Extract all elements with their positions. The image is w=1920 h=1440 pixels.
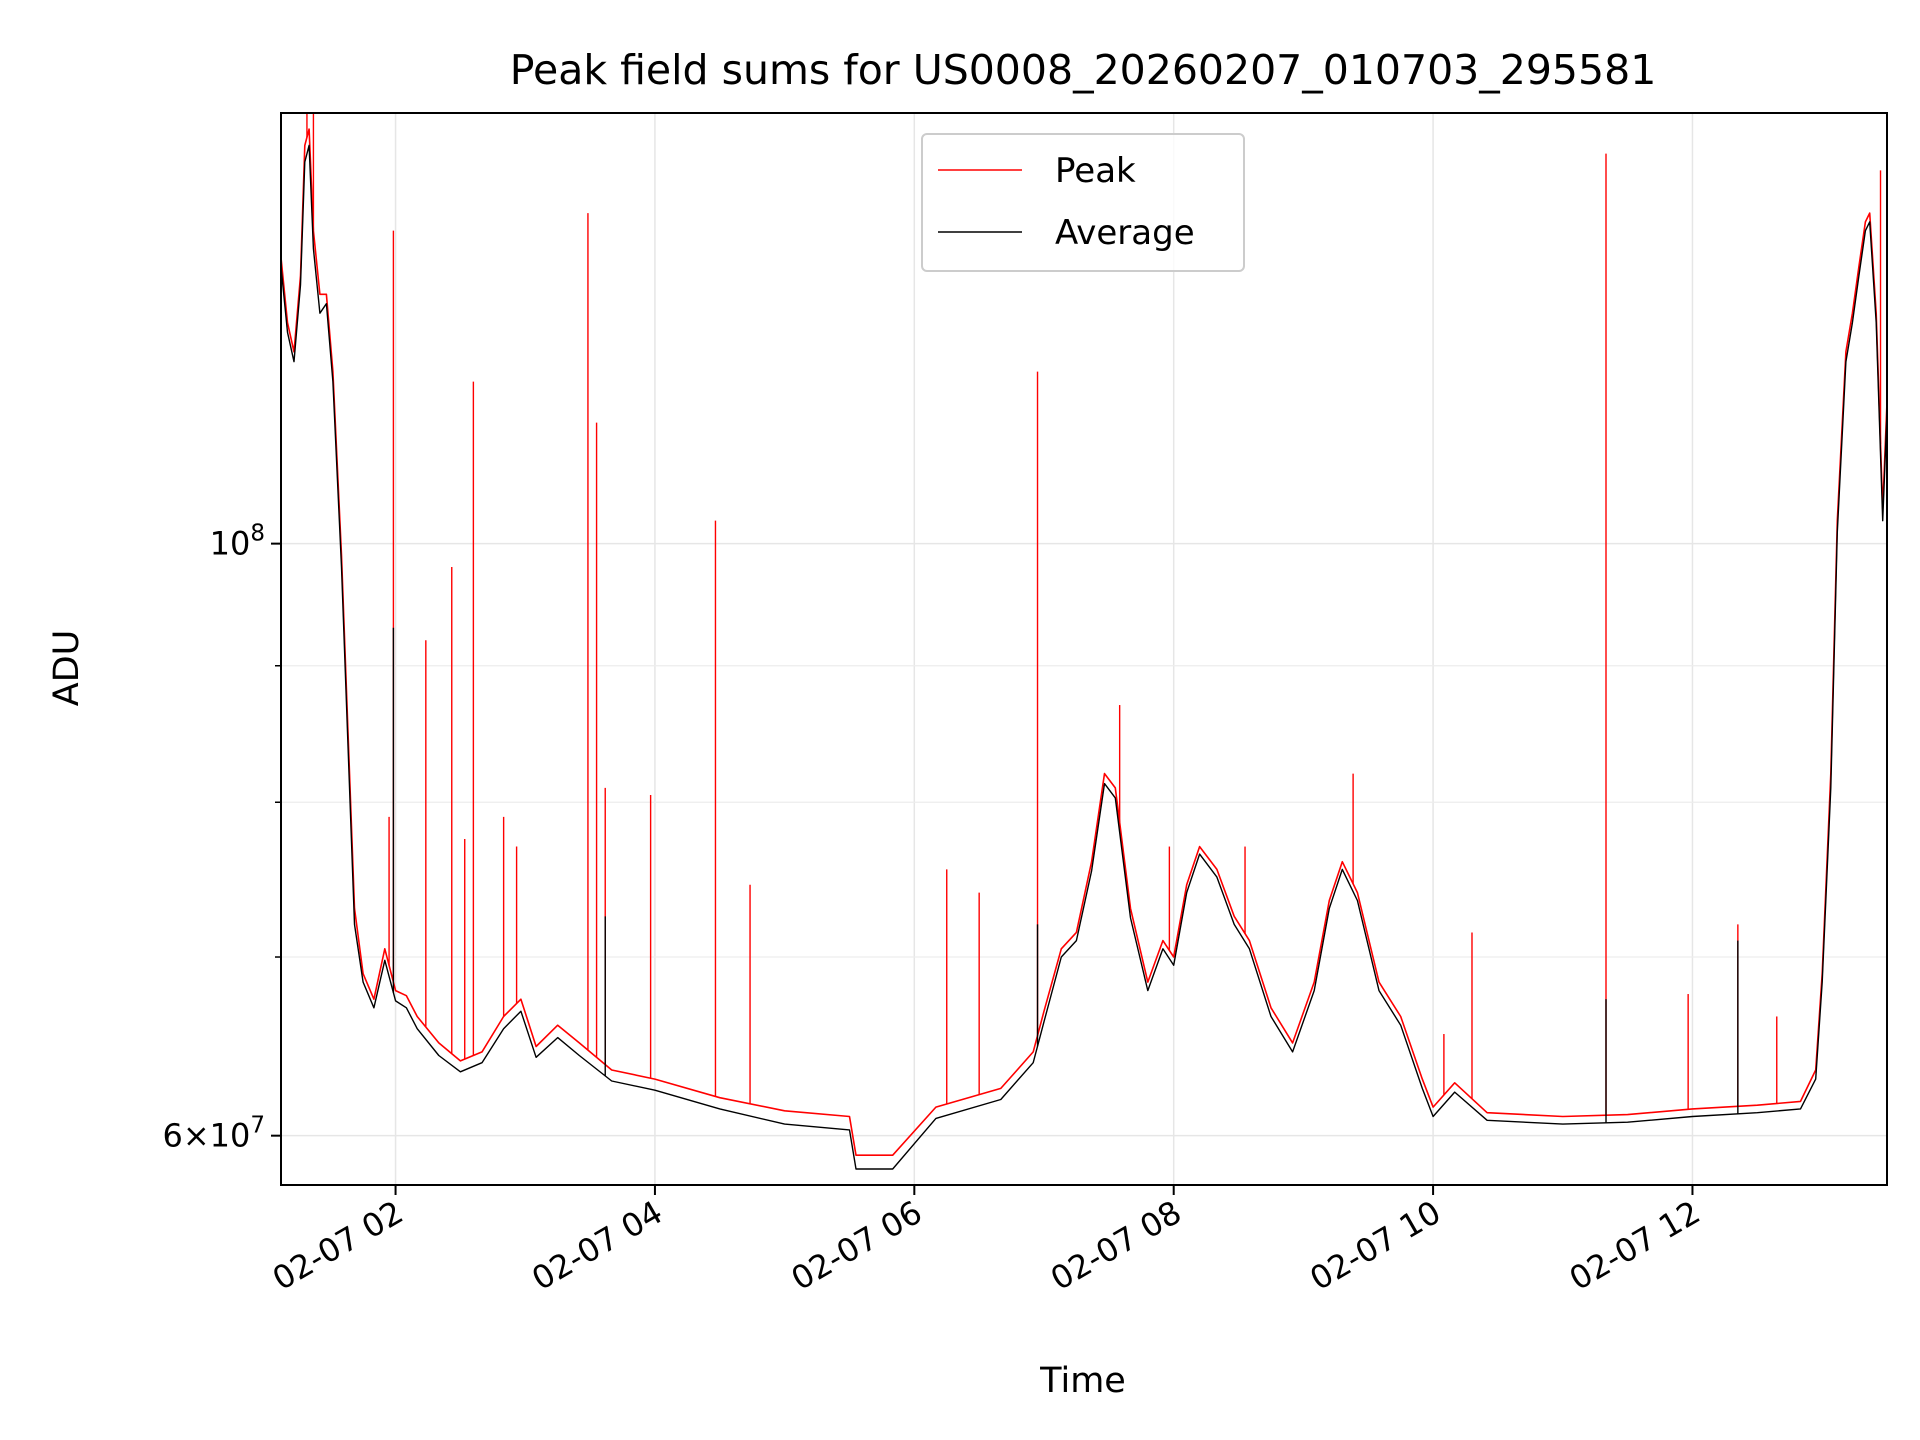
legend: Peak Average: [921, 133, 1245, 272]
series-line-average: [280, 144, 1888, 1170]
grid: [281, 113, 1887, 1185]
series-layer: [280, 113, 1888, 1170]
y-tick-label: 6×107: [162, 1113, 265, 1155]
legend-label-peak: Peak: [1055, 151, 1136, 191]
legend-label-average: Average: [1055, 213, 1195, 253]
x-axis-label: Time: [1039, 1361, 1126, 1401]
y-axis-label: ADU: [47, 630, 87, 707]
plot-frame: [280, 112, 1888, 1186]
y-tick-label: 108: [210, 521, 265, 563]
legend-box: [921, 133, 1245, 272]
chart-title: Peak field sums for US0008_20260207_0107…: [510, 46, 1657, 94]
series-line-peak: [280, 128, 1888, 1156]
